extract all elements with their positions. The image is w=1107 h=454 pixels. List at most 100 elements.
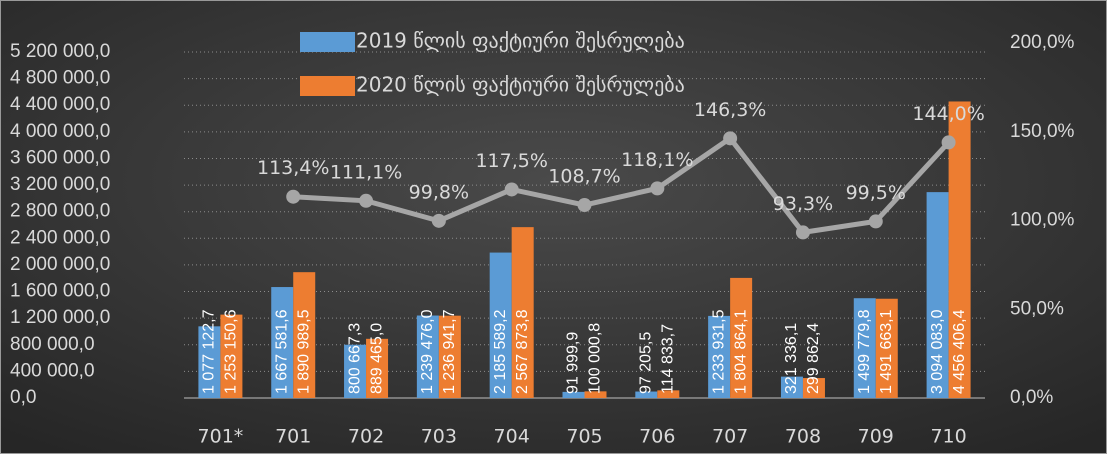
- bar: [489, 252, 512, 398]
- bar-value-label: 1 667 581,6: [273, 309, 290, 394]
- bar: [948, 101, 971, 399]
- bar-value-label: 4 456 406,4: [951, 309, 968, 394]
- x-tick-label: 707: [712, 426, 748, 448]
- y-tick-label: 0,0: [10, 387, 36, 408]
- bar: [366, 338, 389, 398]
- bar: [416, 315, 439, 398]
- bar: [657, 390, 680, 398]
- y2-tick-label: 150,0%: [1010, 121, 1075, 142]
- bar-value-label: 1 077 122,7: [201, 309, 218, 394]
- bar-value-label: 1 239 476,0: [419, 309, 436, 394]
- y-tick-label: 2 400 000,0: [10, 227, 110, 248]
- legend-label: 2020 წლის ფაქტიური შესრულება: [356, 73, 685, 97]
- bar-value-label: 1 253 150,6: [223, 309, 240, 394]
- x-tick-label: 710: [930, 426, 966, 448]
- x-tick-label: 706: [639, 426, 675, 448]
- bar-value-label: 1 491 663,1: [878, 309, 895, 394]
- bar: [344, 344, 367, 398]
- line-value-label: 93,3%: [773, 193, 833, 215]
- y-tick-label: 3 200 000,0: [10, 174, 110, 195]
- line-point: [795, 225, 810, 240]
- line-point: [359, 193, 374, 208]
- legend-swatch: [300, 32, 355, 52]
- bar-value-label: 100 000,8: [587, 323, 604, 394]
- bar: [780, 376, 803, 398]
- line-point: [286, 189, 301, 204]
- bar-value-label: 1 233 931,5: [710, 309, 727, 394]
- y2-tick-label: 200,0%: [1010, 32, 1075, 53]
- bar-value-label: 800 667,3: [346, 323, 363, 394]
- bar-value-label: 3 094 083,0: [929, 309, 946, 394]
- bar: [220, 314, 243, 398]
- y-tick-label: 400 000,0: [10, 360, 95, 381]
- bar-value-label: 114 833,7: [660, 324, 677, 394]
- x-tick-label: 703: [421, 426, 457, 448]
- line-point: [504, 182, 519, 197]
- line-value-label: 111,1%: [330, 161, 402, 183]
- bar-value-label: 1 499 779,8: [856, 309, 873, 394]
- bar: [271, 287, 294, 398]
- line-value-label: 117,5%: [475, 150, 547, 172]
- bar: [511, 227, 534, 398]
- y-tick-label: 2 000 000,0: [10, 254, 110, 275]
- bar: [875, 298, 898, 398]
- y2-tick-label: 0,0%: [1010, 387, 1053, 408]
- line-value-label: 113,4%: [257, 157, 329, 179]
- y-tick-label: 800 000,0: [10, 334, 95, 355]
- line-point: [650, 181, 665, 196]
- bar: [198, 326, 221, 398]
- y-tick-label: 4 000 000,0: [10, 121, 110, 142]
- bar-value-label: 299 862,4: [805, 323, 822, 394]
- line: [293, 134, 951, 236]
- line-point: [868, 214, 883, 229]
- line-value-label: 99,8%: [409, 181, 469, 203]
- line-value-label: 118,1%: [621, 149, 693, 171]
- line-value-label: 108,7%: [548, 166, 620, 188]
- y-tick-label: 2 800 000,0: [10, 201, 110, 222]
- bar: [635, 391, 658, 398]
- line-point: [431, 213, 446, 228]
- bar-value-label: 2 185 589,2: [492, 309, 509, 394]
- line-value-label: 144,0%: [912, 103, 984, 125]
- legend-swatch: [300, 76, 355, 96]
- y-tick-label: 5 200 000,0: [10, 41, 110, 62]
- bar-value-label: 1 890 989,5: [295, 309, 312, 394]
- bar: [438, 315, 461, 398]
- x-tick-label: 708: [785, 426, 821, 448]
- bar-value-label: 1 804 864,1: [732, 309, 749, 394]
- bar-value-label: 97 205,5: [638, 332, 655, 394]
- legend-label: 2019 წლის ფაქტიური შესრულება: [356, 29, 685, 53]
- x-tick-label: 704: [494, 426, 530, 448]
- x-tick-label: 701: [275, 426, 311, 448]
- x-tick-label: 702: [348, 426, 384, 448]
- x-tick-label: 709: [858, 426, 894, 448]
- bar: [293, 272, 316, 398]
- line-value-label: 146,3%: [694, 99, 766, 121]
- line-point: [577, 198, 592, 213]
- line-point: [941, 135, 956, 150]
- bar-value-label: 2 567 873,8: [514, 309, 531, 394]
- bar: [926, 192, 949, 398]
- line-value-label: 99,5%: [846, 182, 906, 204]
- bar: [584, 391, 607, 398]
- bar-value-label: 1 236 941,7: [441, 309, 458, 394]
- y-tick-label: 1 200 000,0: [10, 307, 110, 328]
- y-tick-label: 4 800 000,0: [10, 68, 110, 89]
- bar: [562, 391, 585, 398]
- line-point: [723, 131, 738, 146]
- bar: [802, 378, 825, 398]
- bar: [853, 298, 876, 398]
- bar: [730, 277, 753, 398]
- bar-value-label: 321 336,1: [783, 323, 800, 394]
- y-tick-label: 3 600 000,0: [10, 147, 110, 168]
- bar-value-label: 91 999,9: [565, 332, 582, 394]
- y-tick-label: 4 400 000,0: [10, 94, 110, 115]
- x-tick-label: 701*: [198, 426, 244, 448]
- bar: [708, 315, 731, 398]
- x-tick-label: 705: [566, 426, 602, 448]
- y2-tick-label: 100,0%: [1010, 210, 1075, 231]
- y2-tick-label: 50,0%: [1010, 298, 1064, 319]
- bar-value-label: 889 465,0: [368, 323, 385, 394]
